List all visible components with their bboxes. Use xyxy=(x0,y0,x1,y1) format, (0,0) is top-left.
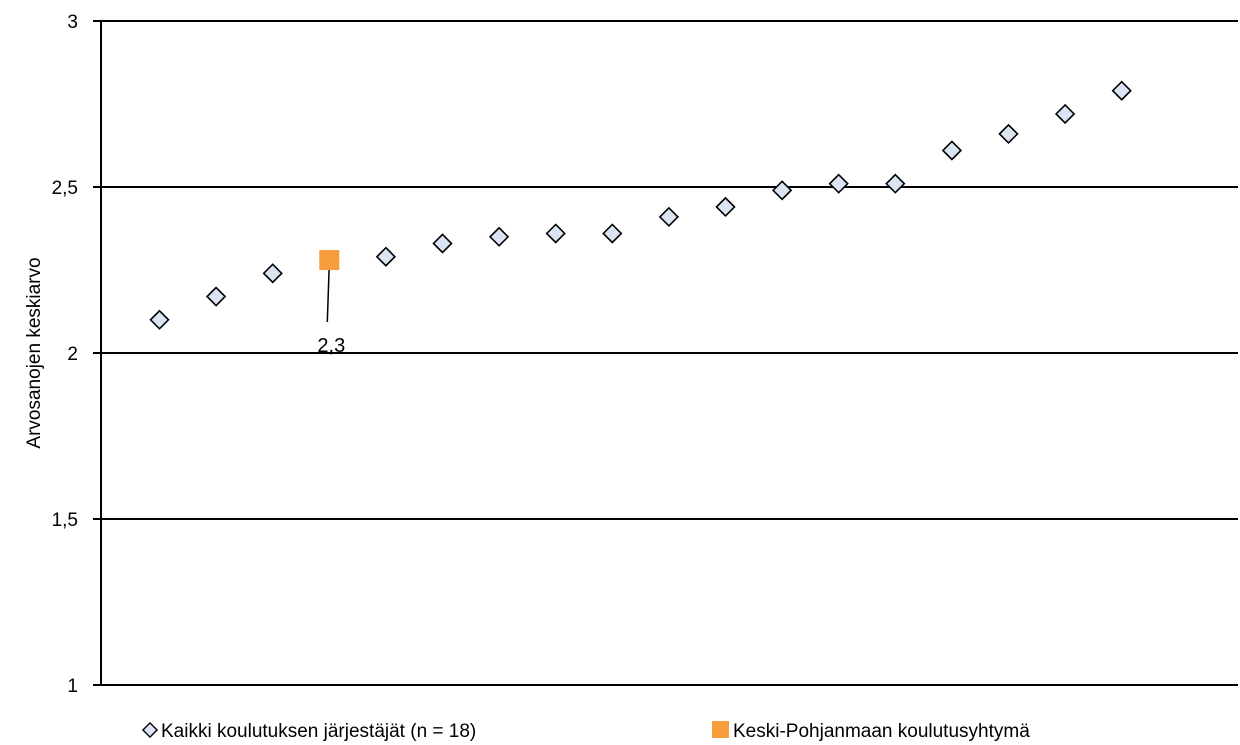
diamond-point xyxy=(545,223,566,244)
diamond-point xyxy=(602,223,623,244)
data-label-leader-line xyxy=(326,263,331,323)
data-points xyxy=(149,80,1132,330)
legend-label-keski-pohjanmaa: Keski-Pohjanmaan koulutusyhtymä xyxy=(733,721,1030,742)
diamond-point xyxy=(941,140,963,161)
gridlines xyxy=(101,20,1238,520)
legend-item-keski-pohjanmaa: Keski-Pohjanmaan koulutusyhtymä xyxy=(712,721,1030,742)
legend-square-marker xyxy=(712,721,729,738)
diamond-point xyxy=(715,196,736,218)
y-tick-label: 1,5 xyxy=(52,510,78,531)
legend-item-all-providers: Kaikki koulutuksen järjestäjät (n = 18) xyxy=(141,721,476,742)
legend-diamond-marker xyxy=(141,721,159,739)
y-axis-ticks: 1 1,5 2 2,5 3 xyxy=(52,12,101,697)
diamond-point xyxy=(432,233,453,254)
diamond-point xyxy=(375,246,397,267)
data-label-group: 2,3 xyxy=(317,263,345,357)
diamond-point xyxy=(149,309,170,330)
diamond-point xyxy=(488,226,510,247)
diamond-point xyxy=(1111,80,1132,101)
y-tick-label: 1 xyxy=(67,676,78,697)
y-axis-title: Arvosanojen keskiarvo xyxy=(24,257,45,448)
diamond-point xyxy=(1054,103,1076,125)
y-tick-label: 2,5 xyxy=(52,178,78,199)
diamond-point xyxy=(205,286,227,307)
legend: Kaikki koulutuksen järjestäjät (n = 18) … xyxy=(141,721,1030,742)
diamond-point xyxy=(885,173,906,194)
diamond-point xyxy=(771,180,793,201)
legend-label-all-providers: Kaikki koulutuksen järjestäjät (n = 18) xyxy=(161,721,476,742)
diamond-point xyxy=(828,173,849,194)
diamond-point xyxy=(998,123,1019,145)
highlight-square-point xyxy=(319,250,340,271)
y-tick-label: 2 xyxy=(67,344,78,365)
diamond-point xyxy=(658,206,680,228)
diamond-point xyxy=(262,263,283,284)
data-label: 2,3 xyxy=(317,335,345,357)
y-tick-label: 3 xyxy=(67,12,78,33)
